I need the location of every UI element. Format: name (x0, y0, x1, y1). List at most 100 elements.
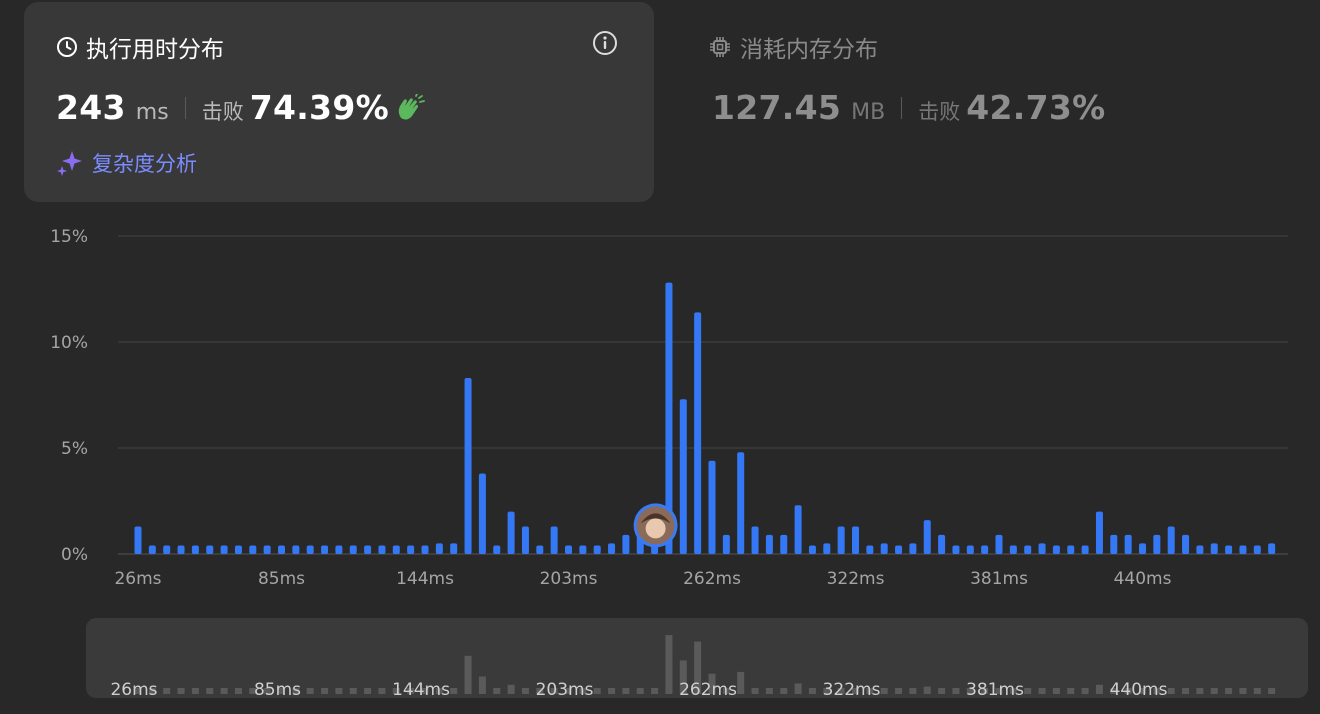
histogram-bar[interactable] (392, 545, 400, 554)
histogram-bar[interactable] (464, 378, 472, 554)
histogram-bar[interactable] (579, 545, 587, 554)
histogram-bar[interactable] (1139, 543, 1146, 554)
histogram-bar[interactable] (1052, 545, 1060, 554)
histogram-bar[interactable] (679, 399, 687, 554)
histogram-bar[interactable] (737, 452, 745, 554)
histogram-bar[interactable] (808, 545, 816, 554)
histogram-bar[interactable] (349, 545, 357, 554)
histogram-bar[interactable] (923, 520, 931, 554)
histogram-bar[interactable] (608, 543, 616, 554)
histogram-bar[interactable] (206, 545, 214, 554)
histogram-bar[interactable] (938, 534, 946, 554)
histogram-bar[interactable] (134, 526, 142, 554)
histogram-bar[interactable] (521, 526, 529, 554)
histogram-bar[interactable] (1081, 545, 1089, 554)
histogram-bar[interactable] (321, 545, 329, 554)
navigator-bar (1038, 688, 1046, 694)
navigator-bar (808, 688, 816, 694)
memory-tab[interactable]: 消耗内存分布 (708, 30, 878, 64)
histogram-bar[interactable] (292, 545, 300, 554)
histogram-bar[interactable] (550, 526, 558, 554)
histogram-bar[interactable] (421, 545, 429, 554)
histogram-bar[interactable] (852, 526, 859, 554)
histogram-bar[interactable] (823, 543, 831, 554)
histogram-bar[interactable] (880, 543, 888, 554)
histogram-bar[interactable] (694, 312, 702, 554)
histogram-bar[interactable] (364, 545, 372, 554)
histogram-bar[interactable] (966, 545, 974, 554)
histogram-bar[interactable] (780, 534, 788, 554)
histogram-bar[interactable] (450, 543, 458, 554)
histogram-bar[interactable] (1210, 543, 1218, 554)
histogram-bar[interactable] (1225, 545, 1233, 554)
histogram-bar[interactable] (177, 545, 185, 554)
histogram-bar[interactable] (1038, 543, 1046, 554)
histogram-bar[interactable] (1009, 545, 1017, 554)
histogram-bar[interactable] (1239, 545, 1247, 554)
histogram-bar[interactable] (536, 545, 544, 554)
histogram-bar[interactable] (191, 545, 199, 554)
histogram-bar[interactable] (794, 505, 802, 554)
histogram-bar[interactable] (263, 545, 271, 554)
chart-range-navigator[interactable]: 26ms 85ms 144ms 203ms 262ms 322ms 381ms 440ms (86, 618, 1308, 698)
info-icon[interactable] (592, 30, 618, 56)
histogram-bar[interactable] (1196, 545, 1204, 554)
complexity-analysis-link[interactable]: 复杂度分析 (56, 148, 197, 178)
histogram-bar[interactable] (1067, 545, 1075, 554)
histogram-bar[interactable] (507, 511, 515, 554)
histogram-bar[interactable] (493, 545, 501, 554)
histogram-bar[interactable] (278, 545, 285, 554)
navigator-bar (909, 688, 917, 694)
navigator-bar (392, 688, 400, 694)
histogram-bar[interactable] (1182, 534, 1190, 554)
histogram-bar[interactable] (249, 545, 257, 554)
navigator-bar (364, 688, 372, 694)
histogram-bar[interactable] (1268, 543, 1276, 554)
histogram-bar[interactable] (1253, 545, 1261, 554)
x-tick-label: 144ms (396, 569, 454, 589)
histogram-bar[interactable] (335, 545, 343, 554)
clock-icon (57, 37, 77, 57)
histogram-bar[interactable] (593, 545, 601, 554)
histogram-bar[interactable] (163, 545, 171, 554)
histogram-bar[interactable] (148, 545, 156, 554)
navigator-bar (1196, 688, 1204, 694)
runtime-distribution-chart[interactable]: 0% 5% 10% 15% 26ms 85ms 144ms 203ms 262ms 322ms 38… (0, 220, 1320, 600)
histogram-bar[interactable] (952, 545, 960, 554)
navigator-bar (378, 688, 386, 694)
histogram-bar[interactable] (765, 534, 773, 554)
x-tick-label: 26ms (114, 569, 161, 589)
histogram-bar[interactable] (220, 545, 228, 554)
histogram-bar[interactable] (981, 545, 989, 554)
histogram-bar[interactable] (995, 534, 1003, 554)
user-avatar-marker[interactable] (633, 503, 678, 548)
histogram-bar[interactable] (306, 545, 314, 554)
histogram-bar[interactable] (1153, 534, 1161, 554)
histogram-bar[interactable] (435, 543, 443, 554)
histogram-bar[interactable] (837, 526, 845, 554)
histogram-bar[interactable] (1167, 526, 1175, 554)
histogram-bar[interactable] (378, 545, 386, 554)
runtime-card[interactable]: 执行用时分布 243 ms 击败 74.39% 复杂度分析 (24, 2, 654, 202)
histogram-bar[interactable] (751, 526, 759, 554)
histogram-bar[interactable] (1095, 511, 1103, 554)
histogram-bar[interactable] (909, 543, 917, 554)
x-tick-label: 203ms (540, 569, 598, 589)
histogram-bar[interactable] (895, 545, 903, 554)
histogram-bar[interactable] (407, 545, 415, 554)
histogram-bar[interactable] (234, 545, 242, 554)
histogram-bar[interactable] (708, 460, 716, 554)
histogram-bar[interactable] (565, 545, 572, 554)
histogram-bar[interactable] (1124, 534, 1132, 554)
histogram-bar[interactable] (478, 473, 486, 554)
histogram-bar[interactable] (1110, 534, 1118, 554)
histogram-bar[interactable] (722, 534, 730, 554)
histogram-bar[interactable] (665, 282, 673, 554)
histogram-bar[interactable] (1024, 545, 1032, 554)
divider (184, 96, 186, 119)
histogram-bar[interactable] (866, 545, 874, 554)
memory-beat-value: 42.73% (966, 88, 1106, 127)
histogram-bar[interactable] (622, 534, 630, 554)
navigator-tick-label: 381ms (966, 680, 1024, 698)
navigator-bar (1268, 688, 1276, 694)
